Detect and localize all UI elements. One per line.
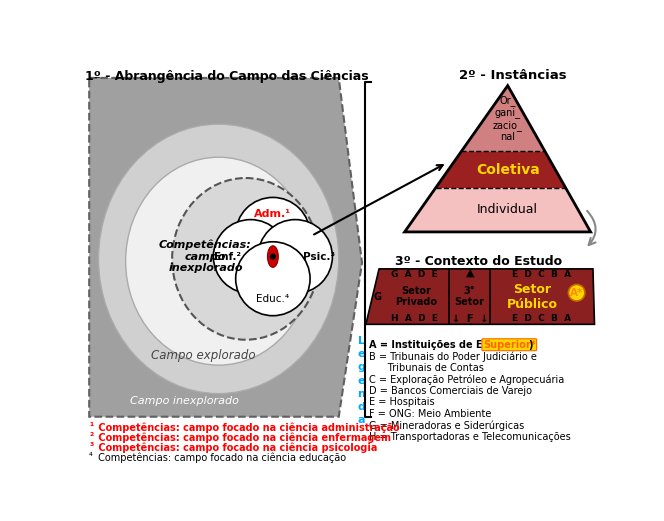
Text: H = Transportadoras e Telecomunicações: H = Transportadoras e Telecomunicações (369, 432, 571, 442)
Text: Competências: campo focado na ciência enfermagem: Competências: campo focado na ciência en… (95, 432, 390, 443)
Circle shape (213, 219, 288, 293)
Circle shape (258, 219, 333, 293)
Text: 3º - Contexto do Estudo: 3º - Contexto do Estudo (394, 255, 562, 268)
Text: E = Hospitais: E = Hospitais (369, 398, 435, 407)
Text: A*: A* (570, 288, 584, 297)
Text: L: L (358, 336, 365, 346)
Text: C = Exploração Petróleo e Agropecuária: C = Exploração Petróleo e Agropecuária (369, 375, 564, 385)
Text: Educ.⁴: Educ.⁴ (256, 294, 290, 304)
Text: 3°
Setor: 3° Setor (454, 286, 484, 307)
Text: Psic.³: Psic.³ (303, 252, 335, 262)
Polygon shape (404, 188, 590, 232)
Polygon shape (366, 269, 594, 324)
Ellipse shape (98, 124, 339, 394)
Text: ²: ² (89, 432, 94, 442)
Polygon shape (436, 152, 566, 188)
Text: g: g (357, 363, 365, 373)
Text: 1º - Abrangência do Campo das Ciências: 1º - Abrangência do Campo das Ciências (84, 70, 368, 83)
Text: ↓  F  ↓: ↓ F ↓ (452, 314, 488, 324)
FancyArrowPatch shape (587, 211, 596, 245)
Text: a: a (357, 415, 365, 425)
Text: ): ) (528, 340, 533, 350)
Text: Setor
Público: Setor Público (507, 282, 558, 311)
Text: F = ONG: Meio Ambiente: F = ONG: Meio Ambiente (369, 409, 491, 419)
Text: E  D  C  B  A: E D C B A (512, 315, 571, 324)
Text: ¹: ¹ (89, 422, 94, 432)
Text: Competências: campo focado na ciência psicologia: Competências: campo focado na ciência ps… (95, 442, 377, 453)
Polygon shape (89, 78, 362, 417)
Text: A = Instituições de Ensino (: A = Instituições de Ensino ( (369, 340, 521, 350)
Text: Enf.²: Enf.² (214, 252, 241, 262)
Text: G: G (373, 292, 382, 302)
Text: n: n (357, 389, 365, 399)
Text: Individual: Individual (477, 204, 539, 216)
Ellipse shape (268, 246, 278, 267)
Polygon shape (461, 85, 545, 152)
Text: Superior*: Superior* (483, 340, 536, 350)
Text: Competências: campo focado na ciência educação: Competências: campo focado na ciência ed… (95, 452, 346, 463)
Text: B = Tribunais do Poder Judiciário e: B = Tribunais do Poder Judiciário e (369, 351, 537, 362)
Text: Campo inexplorado: Campo inexplorado (129, 396, 238, 406)
Text: Setor
Privado: Setor Privado (395, 286, 438, 307)
Text: Competências: campo focado na ciência administração: Competências: campo focado na ciência ad… (95, 422, 399, 432)
Circle shape (270, 254, 276, 259)
Text: D = Bancos Comerciais de Varejo: D = Bancos Comerciais de Varejo (369, 386, 532, 396)
Circle shape (236, 242, 310, 316)
Text: Coletiva: Coletiva (476, 163, 540, 177)
Ellipse shape (172, 178, 319, 340)
Circle shape (236, 197, 310, 271)
Text: Tribunais de Contas: Tribunais de Contas (369, 363, 484, 373)
Text: G  A  D  E: G A D E (391, 270, 438, 279)
Text: Competências:
campo
inexplorado: Competências: campo inexplorado (159, 240, 252, 274)
Text: ⁴: ⁴ (89, 452, 93, 462)
Text: Or_
gani_
zacio_
nal: Or_ gani_ zacio_ nal (493, 95, 523, 142)
Text: Campo explorado: Campo explorado (151, 349, 256, 362)
Text: 2º - Instâncias: 2º - Instâncias (459, 69, 567, 82)
Text: e: e (357, 350, 365, 359)
Text: E  D  C  B  A: E D C B A (512, 270, 571, 279)
Text: ▲: ▲ (465, 268, 474, 278)
Text: Adm.¹: Adm.¹ (254, 209, 291, 219)
Text: d: d (357, 402, 365, 412)
Text: e: e (357, 376, 365, 386)
Ellipse shape (125, 157, 311, 365)
Text: G = Mineradoras e Siderúrgicas: G = Mineradoras e Siderúrgicas (369, 420, 524, 431)
Text: ³: ³ (89, 442, 94, 452)
Text: H  A  D  E: H A D E (391, 315, 438, 324)
